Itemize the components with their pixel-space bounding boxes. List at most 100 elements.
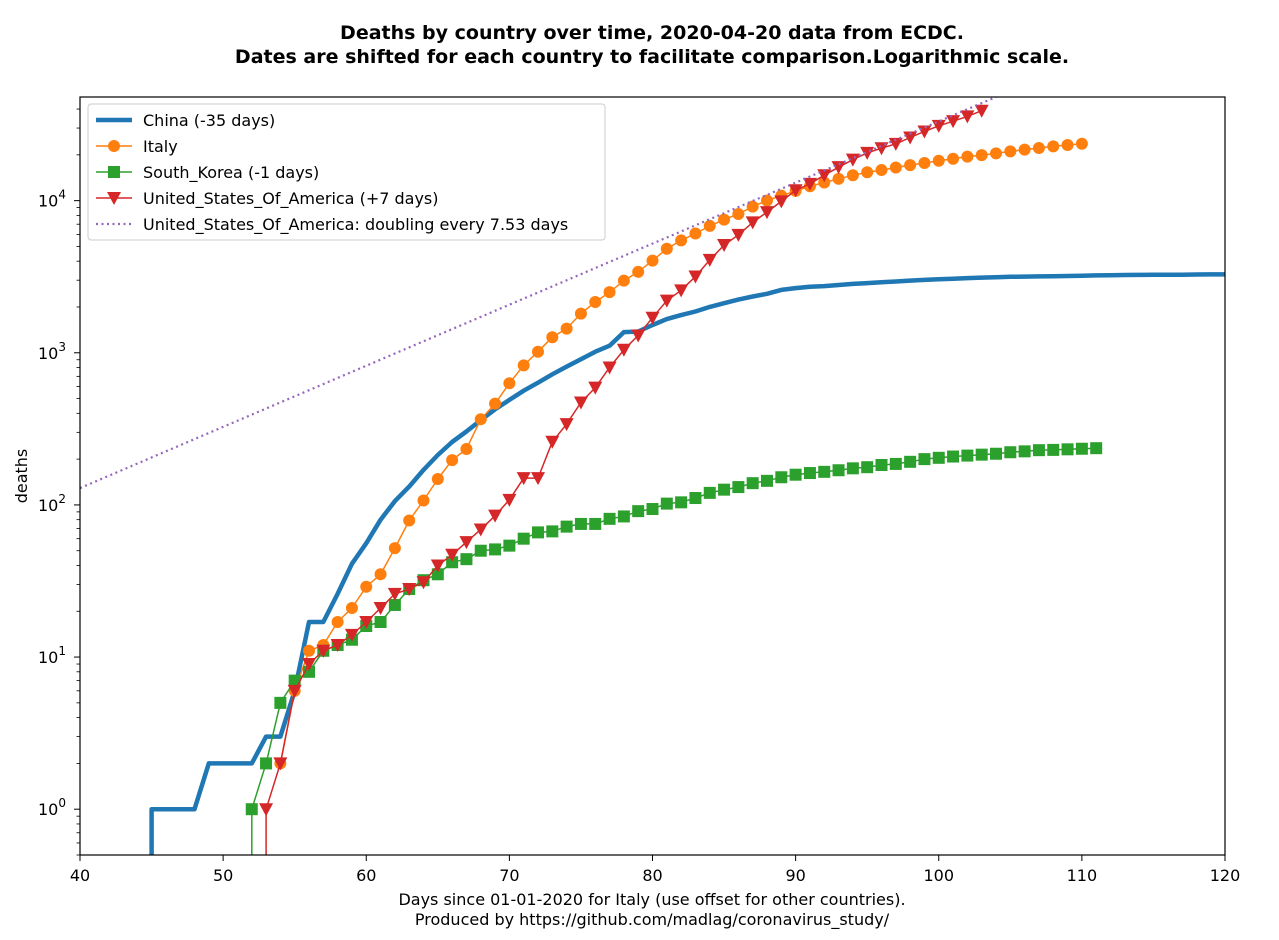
data-point-usa <box>473 523 488 537</box>
data-point-italy <box>904 159 917 172</box>
data-point-usa <box>445 548 460 562</box>
x-tick-label: 100 <box>923 866 954 885</box>
data-point-italy <box>489 397 502 410</box>
data-point-italy <box>574 307 587 320</box>
data-point-south-korea <box>489 543 502 556</box>
data-point-italy <box>746 200 759 213</box>
data-point-south-korea <box>703 486 716 499</box>
data-point-south-korea <box>260 757 273 770</box>
data-point-italy <box>918 157 931 170</box>
x-tick-label: 40 <box>70 866 90 885</box>
data-point-south-korea <box>446 556 459 569</box>
chart-title: Deaths by country over time, 2020-04-20 … <box>340 22 964 44</box>
data-point-usa <box>745 216 760 230</box>
data-point-south-korea <box>274 696 287 709</box>
data-point-south-korea <box>746 477 759 490</box>
data-point-usa <box>531 472 545 486</box>
data-point-italy <box>732 208 745 221</box>
data-point-south-korea <box>617 510 630 523</box>
series-layer <box>80 97 1225 855</box>
x-tick-label: 60 <box>356 866 376 885</box>
series-china <box>149 272 1225 855</box>
data-point-usa <box>760 206 774 220</box>
data-point-south-korea <box>732 481 745 494</box>
data-point-italy <box>503 377 516 390</box>
data-point-south-korea <box>761 474 773 487</box>
data-point-south-korea <box>1004 446 1017 459</box>
data-point-italy <box>961 150 974 163</box>
data-point-south-korea <box>961 449 974 462</box>
data-point-south-korea <box>918 453 931 466</box>
data-point-south-korea <box>532 526 544 539</box>
chart-subtitle: Dates are shifted for each country to fa… <box>235 46 1069 68</box>
data-point-italy <box>417 494 430 507</box>
data-point-usa <box>459 536 474 550</box>
data-point-italy <box>517 359 530 372</box>
x-tick-label: 120 <box>1210 866 1241 885</box>
data-point-south-korea <box>560 520 573 533</box>
data-point-south-korea <box>632 505 645 518</box>
data-point-usa <box>488 509 503 523</box>
data-point-usa <box>516 472 531 486</box>
data-point-italy <box>617 274 630 287</box>
data-point-south-korea <box>431 568 444 581</box>
data-point-usa <box>645 311 660 325</box>
data-point-usa <box>373 602 388 616</box>
data-point-usa <box>860 146 875 160</box>
data-point-italy <box>460 443 473 456</box>
x-axis-label: Days since 01-01-2020 for Italy (use off… <box>398 890 905 909</box>
data-point-italy <box>846 169 859 182</box>
data-point-italy <box>675 234 688 247</box>
data-point-italy <box>446 454 459 467</box>
data-point-italy <box>1047 140 1060 153</box>
data-point-usa <box>788 184 803 198</box>
data-point-usa <box>802 177 817 191</box>
data-point-south-korea <box>803 467 816 480</box>
data-point-south-korea <box>904 455 917 468</box>
data-point-usa <box>631 329 646 343</box>
data-point-italy <box>875 164 888 177</box>
data-point-italy <box>947 152 960 165</box>
data-point-usa <box>974 104 989 118</box>
data-point-italy <box>345 602 358 615</box>
data-point-italy <box>632 265 645 278</box>
data-point-usa <box>259 803 274 817</box>
data-point-usa <box>502 493 517 507</box>
data-point-south-korea <box>846 462 859 475</box>
data-point-south-korea <box>460 553 473 566</box>
data-point-italy <box>861 166 874 179</box>
data-point-usa <box>674 284 689 298</box>
x-tick-label: 90 <box>785 866 805 885</box>
data-point-usa <box>573 396 588 410</box>
data-point-usa <box>659 294 674 308</box>
data-point-usa <box>430 559 445 573</box>
data-point-italy <box>932 154 945 167</box>
data-point-italy <box>832 172 845 185</box>
data-point-south-korea <box>589 517 602 530</box>
x-tick-label: 110 <box>1067 866 1098 885</box>
data-point-usa <box>359 616 374 630</box>
data-point-italy <box>388 542 401 555</box>
legend-box <box>87 103 606 241</box>
data-point-south-korea <box>1032 444 1045 457</box>
data-point-south-korea <box>861 461 874 474</box>
data-point-usa <box>831 161 846 175</box>
series-line-south-korea <box>251 447 1097 855</box>
data-point-south-korea <box>245 803 258 816</box>
data-point-south-korea <box>1075 442 1088 455</box>
data-point-south-korea <box>474 544 487 557</box>
data-point-south-korea <box>789 468 802 481</box>
legend: China (-35 days) Italy South_Korea (-1 day… <box>87 103 606 241</box>
data-point-south-korea <box>832 464 845 477</box>
legend-marker-south-korea <box>108 166 120 178</box>
data-point-italy <box>403 514 416 527</box>
data-point-south-korea <box>646 503 659 516</box>
data-point-italy <box>303 644 315 657</box>
y-tick-label: 101 <box>38 644 66 667</box>
legend-marker-usa <box>107 192 121 205</box>
data-point-south-korea <box>718 483 731 496</box>
y-axis-label: deaths <box>12 449 31 504</box>
data-point-italy <box>331 616 344 629</box>
data-point-south-korea <box>889 457 902 470</box>
